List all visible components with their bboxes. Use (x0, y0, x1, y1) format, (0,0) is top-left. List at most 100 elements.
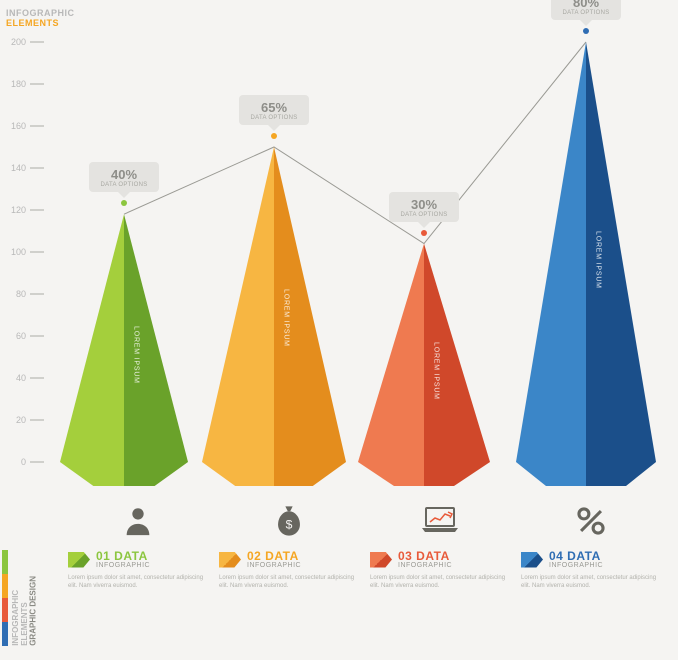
callout-dot-icon (121, 200, 127, 206)
callout-dot-icon (583, 28, 589, 34)
callout-dot-icon (421, 230, 427, 236)
callout-subtext: DATA OPTIONS (243, 115, 305, 121)
callout-dot-icon (271, 133, 277, 139)
legend-item: 03 DATA INFOGRAPHIC Lorem ipsum dolor si… (364, 500, 515, 591)
laptop-chart-icon (420, 506, 460, 536)
legend-text: 02 DATA INFOGRAPHIC (247, 550, 301, 569)
pyramid-side-label: LOREM IPSUM (133, 326, 140, 384)
legend-desc: Lorem ipsum dolor sit amet, consectetur … (68, 575, 207, 591)
y-tick: 120 (6, 205, 46, 215)
y-tick-dash (30, 461, 44, 463)
callout-percent: 80% (555, 0, 617, 10)
legend-icon (420, 500, 460, 542)
legend-title: 03 DATA (398, 550, 452, 562)
legend-text: 04 DATA INFOGRAPHIC (549, 550, 603, 569)
header-line1: INFOGRAPHIC (6, 8, 75, 18)
y-tick-label: 120 (6, 205, 26, 215)
legend-text: 01 DATA INFOGRAPHIC (96, 550, 150, 569)
legend-icon (574, 500, 608, 542)
pyramid-face-left (60, 214, 124, 486)
callout-percent: 30% (393, 197, 455, 212)
side-footer: INFOGRAPHIC ELEMENTS GRAPHIC DESIGN (2, 550, 38, 646)
y-tick-dash (30, 251, 44, 253)
chart-area: 40% DATA OPTIONS 65% DATA OPTIONS 30% DA… (46, 32, 666, 486)
data-callout: 40% DATA OPTIONS (89, 162, 159, 206)
y-tick-dash (30, 335, 44, 337)
callout-percent: 40% (93, 167, 155, 182)
y-tick-label: 0 (6, 457, 26, 467)
y-tick-label: 20 (6, 415, 26, 425)
y-tick-dash (30, 41, 44, 43)
y-tick-label: 80 (6, 289, 26, 299)
y-tick: 0 (6, 457, 46, 467)
legend: 01 DATA INFOGRAPHIC Lorem ipsum dolor si… (62, 500, 666, 591)
data-callout: 65% DATA OPTIONS (239, 95, 309, 139)
callout-bubble: 40% DATA OPTIONS (89, 162, 159, 192)
legend-row: 04 DATA INFOGRAPHIC (521, 550, 660, 569)
y-tick-dash (30, 209, 44, 211)
y-tick-label: 160 (6, 121, 26, 131)
y-tick: 200 (6, 37, 46, 47)
callout-percent: 65% (243, 100, 305, 115)
pyramid-side-label: LOREM IPSUM (433, 342, 440, 400)
legend-item: 04 DATA INFOGRAPHIC Lorem ipsum dolor si… (515, 500, 666, 591)
pyramid-face-left (202, 147, 274, 486)
legend-tag-icon (521, 552, 543, 568)
y-tick-dash (30, 377, 44, 379)
y-tick-dash (30, 419, 44, 421)
person-icon (121, 504, 155, 538)
footer-text: INFOGRAPHIC ELEMENTS GRAPHIC DESIGN (12, 576, 38, 646)
y-tick: 40 (6, 373, 46, 383)
y-tick: 80 (6, 289, 46, 299)
strip-color (2, 574, 8, 598)
callout-bubble: 80% DATA OPTIONS (551, 0, 621, 20)
y-tick: 100 (6, 247, 46, 257)
legend-desc: Lorem ipsum dolor sit amet, consectetur … (521, 575, 660, 591)
y-tick-dash (30, 167, 44, 169)
legend-icon: $ (274, 500, 304, 542)
y-axis: 020406080100120140160180200 (6, 32, 46, 462)
legend-item: 01 DATA INFOGRAPHIC Lorem ipsum dolor si… (62, 500, 213, 591)
strip-color (2, 598, 8, 622)
data-callout: 80% DATA OPTIONS (551, 0, 621, 34)
y-tick-dash (30, 125, 44, 127)
legend-title: 01 DATA (96, 550, 150, 562)
y-tick: 60 (6, 331, 46, 341)
data-callout: 30% DATA OPTIONS (389, 192, 459, 236)
legend-tag-icon (219, 552, 241, 568)
legend-subtitle: INFOGRAPHIC (96, 562, 150, 569)
legend-icon (121, 500, 155, 542)
y-tick: 160 (6, 121, 46, 131)
callout-subtext: DATA OPTIONS (93, 182, 155, 188)
pyramid-face-left (358, 244, 424, 486)
legend-subtitle: INFOGRAPHIC (549, 562, 603, 569)
callout-bubble: 65% DATA OPTIONS (239, 95, 309, 125)
y-tick: 180 (6, 79, 46, 89)
y-tick-label: 180 (6, 79, 26, 89)
y-tick-label: 200 (6, 37, 26, 47)
legend-desc: Lorem ipsum dolor sit amet, consectetur … (370, 575, 509, 591)
y-tick-label: 100 (6, 247, 26, 257)
legend-desc: Lorem ipsum dolor sit amet, consectetur … (219, 575, 358, 591)
legend-row: 02 DATA INFOGRAPHIC (219, 550, 358, 569)
strip-color (2, 550, 8, 574)
y-tick-label: 40 (6, 373, 26, 383)
legend-title: 04 DATA (549, 550, 603, 562)
legend-item: $ 02 DATA INFOGRAPHIC Lorem ipsum dolor … (213, 500, 364, 591)
header-line2: ELEMENTS (6, 18, 75, 28)
color-strip (2, 550, 8, 646)
legend-subtitle: INFOGRAPHIC (398, 562, 452, 569)
y-tick-dash (30, 293, 44, 295)
pyramid-side-label: LOREM IPSUM (283, 289, 290, 347)
y-tick-label: 140 (6, 163, 26, 173)
y-tick-dash (30, 83, 44, 85)
legend-text: 03 DATA INFOGRAPHIC (398, 550, 452, 569)
strip-color (2, 622, 8, 646)
callout-bubble: 30% DATA OPTIONS (389, 192, 459, 222)
pyramid-chart-svg (46, 32, 666, 486)
pyramid-face-left (516, 42, 586, 486)
connector-line (124, 42, 586, 244)
legend-subtitle: INFOGRAPHIC (247, 562, 301, 569)
pyramid-side-label: LOREM IPSUM (595, 231, 602, 289)
moneybag-icon: $ (274, 504, 304, 538)
